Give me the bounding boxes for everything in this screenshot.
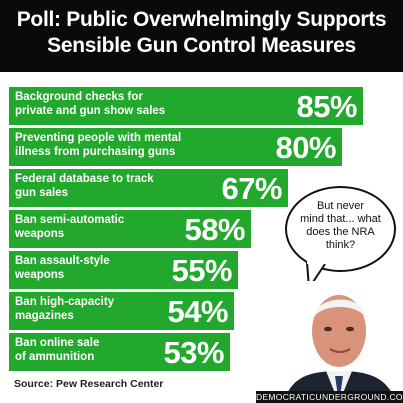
source-note: Source: Pew Research Center	[14, 378, 164, 390]
bar: Ban semi-automatic weapons 58%	[9, 210, 251, 248]
bar: Preventing people with mental illness fr…	[9, 128, 342, 166]
bar-label: Ban high-capacity magazines	[15, 296, 115, 322]
bar: Background checks for private and gun sh…	[9, 87, 363, 125]
bar-value-label: 85%	[296, 89, 357, 124]
bar-value-label: 55%	[171, 253, 232, 288]
chart-title-line-1: Poll: Public Overwhelmingly Supports	[16, 8, 387, 31]
bar-value-label: 54%	[167, 294, 228, 329]
speech-bubble-text: But never mind that... what does the NRA…	[300, 200, 381, 251]
bar: Ban high-capacity magazines 54%	[9, 292, 234, 330]
watermark: DEMOCRATICUNDERGROUND.COM	[256, 391, 403, 403]
bar-label: Background checks for private and gun sh…	[15, 91, 166, 117]
bar-label: Ban online sale of ammunition	[15, 337, 100, 363]
bar: Ban online sale of ammunition 53%	[9, 333, 230, 371]
speech-bubble: But never mind that... what does the NRA…	[285, 186, 396, 289]
bar-label: Ban semi-automatic weapons	[15, 214, 125, 240]
bar-value-label: 80%	[275, 130, 336, 165]
bar-label: Federal database to track gun sales	[15, 173, 154, 199]
bar-value-label: 67%	[221, 171, 282, 206]
chart-title-line-2: Sensible Gun Control Measures	[47, 34, 356, 57]
bar-value-label: 53%	[163, 335, 224, 370]
title-banner: Poll: Public Overwhelmingly Supports Sen…	[0, 0, 403, 72]
bar-label: Ban assault-style weapons	[15, 255, 110, 281]
bar: Ban assault-style weapons 55%	[9, 251, 238, 289]
politician-photo	[276, 281, 403, 403]
bar-label: Preventing people with mental illness fr…	[15, 132, 182, 158]
bar-value-label: 58%	[184, 212, 245, 247]
bar: Federal database to track gun sales 67%	[9, 169, 288, 207]
